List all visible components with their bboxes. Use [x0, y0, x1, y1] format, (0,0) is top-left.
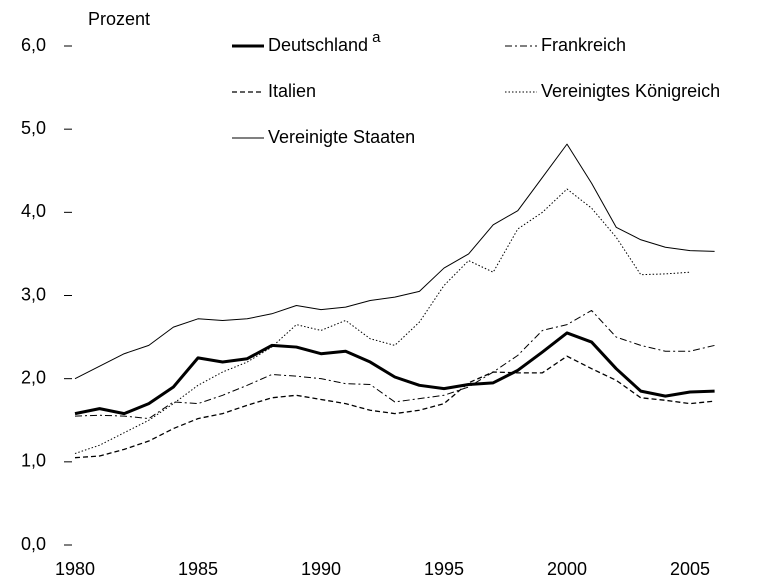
y-tick-label: 6,0: [21, 35, 46, 55]
legend-label: Vereinigtes Königreich: [541, 81, 720, 101]
x-tick-label: 1990: [301, 559, 341, 579]
series-line: [74, 188, 691, 454]
legend-label: Italien: [268, 81, 316, 101]
x-tick-label: 1995: [424, 559, 464, 579]
series-line: [74, 143, 715, 380]
x-tick-label: 1980: [55, 559, 95, 579]
series-line: [74, 355, 715, 459]
y-tick-label: 0,0: [21, 534, 46, 554]
legend-label: Vereinigte Staaten: [268, 127, 415, 147]
y-tick-label: 3,0: [21, 284, 46, 304]
x-tick-label: 1985: [178, 559, 218, 579]
y-tick-label: 5,0: [21, 118, 46, 138]
legend-label: Frankreich: [541, 35, 626, 55]
y-axis-label: Prozent: [88, 9, 150, 29]
x-tick-label: 2005: [670, 559, 710, 579]
y-tick-label: 2,0: [21, 367, 46, 387]
y-tick-label: 1,0: [21, 451, 46, 471]
legend-note: a: [372, 29, 381, 46]
series-line: [74, 331, 715, 416]
x-tick-label: 2000: [547, 559, 587, 579]
legend-label: Deutschland: [268, 35, 368, 55]
series-line: [74, 309, 715, 420]
y-tick-label: 4,0: [21, 201, 46, 221]
